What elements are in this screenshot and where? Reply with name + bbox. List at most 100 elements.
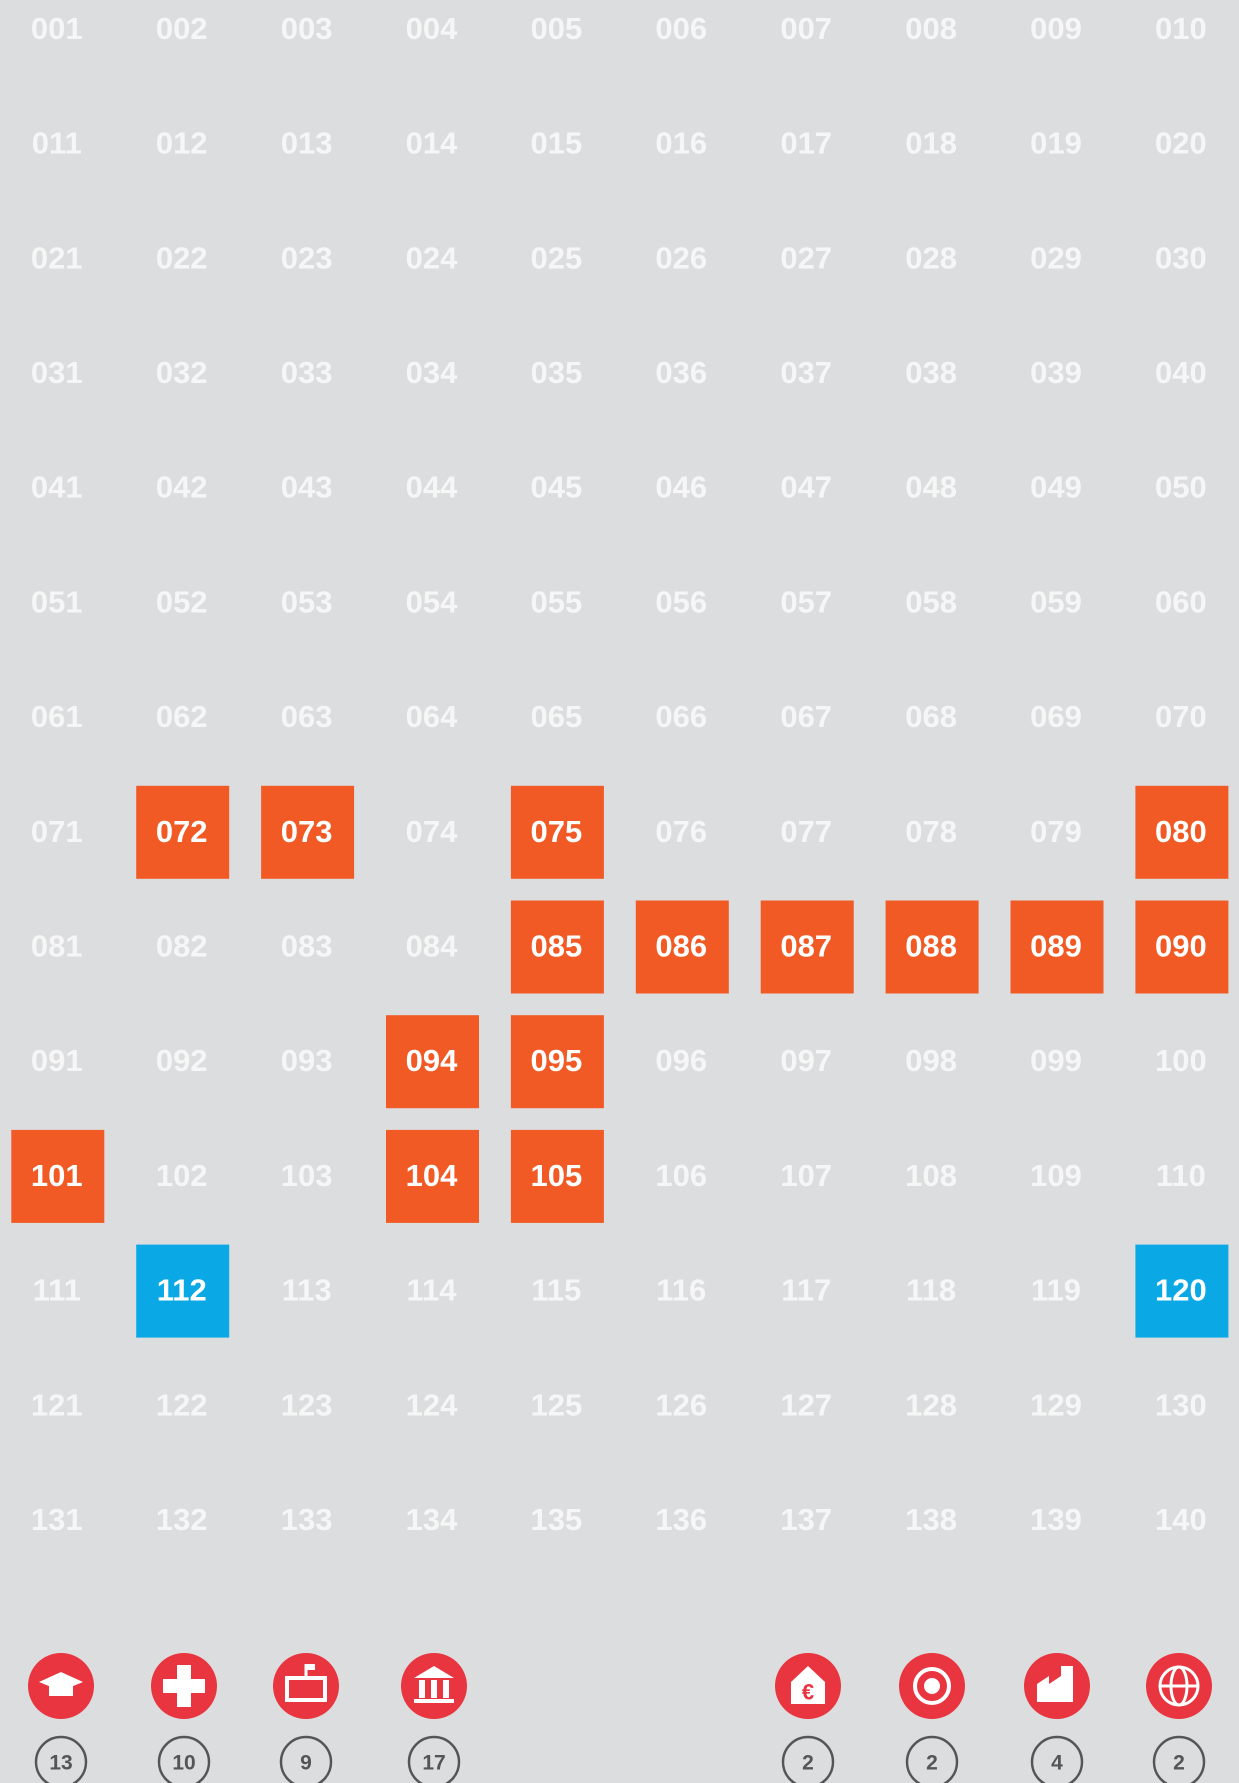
seat-number: 057 [780,584,832,619]
seat-number: 076 [655,814,707,849]
seat-number: 105 [531,1158,583,1193]
highlight-box [386,1015,479,1109]
highlight-box [510,785,604,879]
count-label: 2 [802,1752,814,1775]
seat-number: 119 [1031,1273,1081,1308]
seat-number: 001 [31,11,83,46]
seat-number: 121 [31,1387,83,1422]
icon-museum [419,1680,425,1698]
legend-icon [151,1653,217,1719]
seat-number: 067 [780,699,832,734]
seat-number: 025 [531,240,583,275]
count-label: 10 [172,1752,195,1775]
count-circle [279,1735,333,1783]
seat-number: 023 [281,240,333,275]
seat-number: 092 [156,1043,208,1078]
seat-number: 051 [31,584,83,619]
highlight-box [635,900,729,994]
seat-number: 115 [531,1273,581,1308]
seat-number: 055 [531,584,583,619]
seat-number: 061 [31,699,83,734]
icon-factory [1037,1666,1073,1702]
seat-number: 073 [281,814,333,849]
seat-number: 112 [157,1273,207,1308]
seat-number: 066 [655,699,707,734]
icon-museum [431,1680,437,1698]
count-label: 13 [49,1752,72,1775]
seat-number: 052 [156,584,208,619]
seat-number: 032 [156,355,208,390]
seat-number: 103 [281,1158,333,1193]
seat-number: 096 [655,1043,707,1078]
seat-number: 139 [1030,1502,1082,1537]
seat-number: 137 [780,1502,832,1537]
seat-number: 020 [1155,126,1207,161]
highlight-box [510,1129,604,1223]
seat-number: 081 [31,929,83,964]
seat-number: 087 [780,929,832,964]
seat-number: 131 [31,1502,83,1537]
seat-number: 002 [156,11,208,46]
seat-number: 107 [780,1158,832,1193]
seat-number: 106 [655,1158,707,1193]
seat-number: 056 [655,584,707,619]
highlight-box [760,900,854,994]
seat-number: 018 [905,126,957,161]
seat-number: 011 [32,126,82,161]
seat-number: 108 [905,1158,957,1193]
seat-number: 021 [31,240,83,275]
seat-number: 091 [31,1043,83,1078]
count-label: 2 [1173,1752,1185,1775]
seat-number: 118 [906,1273,956,1308]
seat-number: 017 [780,126,832,161]
seat-number: 070 [1155,699,1207,734]
seat-number: 120 [1155,1273,1207,1308]
seat-number: 093 [281,1043,333,1078]
seat-number: 083 [281,929,333,964]
seat-number: 094 [406,1043,458,1078]
count-circle [1152,1735,1206,1783]
highlight-box [885,900,979,994]
seat-number: 062 [156,699,208,734]
seat-number: 101 [31,1158,83,1193]
count-circle [34,1735,88,1783]
seat-number: 019 [1030,126,1082,161]
seat-number: 133 [281,1502,333,1537]
seat-number: 079 [1030,814,1082,849]
seat-number: 136 [655,1502,707,1537]
seat-number: 016 [655,126,707,161]
highlight-box [1135,1244,1229,1338]
seat-number: 089 [1030,929,1082,964]
seat-number: 095 [531,1043,583,1078]
seat-number: 054 [406,584,458,619]
legend-icon [1146,1653,1212,1719]
seat-number: 082 [156,929,208,964]
seat-number: 140 [1155,1502,1207,1537]
highlight-box [261,785,355,879]
seat-number: 084 [406,929,458,964]
seat-number: 109 [1030,1158,1082,1193]
seat-number: 041 [31,470,83,505]
seat-number: 100 [1155,1043,1207,1078]
seat-number: 043 [281,470,333,505]
count-circle [407,1735,461,1783]
seat-number: 044 [406,470,458,505]
seat-number: 074 [406,814,458,849]
icon-crest [913,1667,951,1705]
seat-number: 065 [531,699,583,734]
icon-cross [163,1665,205,1707]
seat-number: 050 [1155,470,1207,505]
seat-number: 063 [281,699,333,734]
seat-number: 060 [1155,584,1207,619]
seat-number: 127 [780,1387,832,1422]
count-label: 9 [300,1752,312,1775]
seat-number: 008 [905,11,957,46]
seat-number: 117 [781,1273,831,1308]
seat-number: 035 [531,355,583,390]
seat-number: 009 [1030,11,1082,46]
seat-number: 049 [1030,470,1082,505]
seat-number: 040 [1155,355,1207,390]
seat-number: 042 [156,470,208,505]
